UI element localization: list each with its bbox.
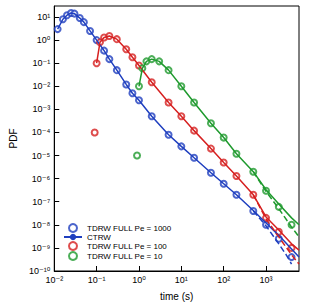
svg-text:10⁰: 10⁰ [37,35,51,45]
svg-text:time (s): time (s) [160,291,193,302]
svg-text:10⁻⁷: 10⁻⁷ [32,197,50,207]
svg-text:10⁻²: 10⁻² [45,275,63,285]
svg-text:PDF: PDF [8,129,19,149]
svg-text:10⁻¹: 10⁻¹ [33,58,51,68]
svg-text:10³: 10³ [260,275,273,285]
svg-text:10⁻²: 10⁻² [33,81,51,91]
svg-text:10⁻¹: 10⁻¹ [88,275,106,285]
svg-text:10⁻¹⁰: 10⁻¹⁰ [28,266,51,276]
svg-text:10¹: 10¹ [175,275,188,285]
svg-text:10⁻³: 10⁻³ [33,104,51,114]
svg-text:10¹: 10¹ [37,12,50,22]
svg-text:TDRW FULL Pe = 1000: TDRW FULL Pe = 1000 [87,224,172,233]
svg-text:10²: 10² [217,275,230,285]
svg-text:10⁻⁴: 10⁻⁴ [32,127,51,137]
svg-text:10⁻⁹: 10⁻⁹ [32,243,51,253]
svg-text:10⁻⁶: 10⁻⁶ [32,174,51,184]
svg-text:TDRW FULL Pe = 10: TDRW FULL Pe = 10 [87,252,163,261]
svg-text:10⁻⁸: 10⁻⁸ [32,220,51,230]
svg-text:TDRW FULL Pe = 100: TDRW FULL Pe = 100 [87,242,167,251]
svg-text:10⁻⁵: 10⁻⁵ [32,151,51,161]
svg-text:10⁰: 10⁰ [132,275,146,285]
svg-text:CTRW: CTRW [87,233,111,242]
